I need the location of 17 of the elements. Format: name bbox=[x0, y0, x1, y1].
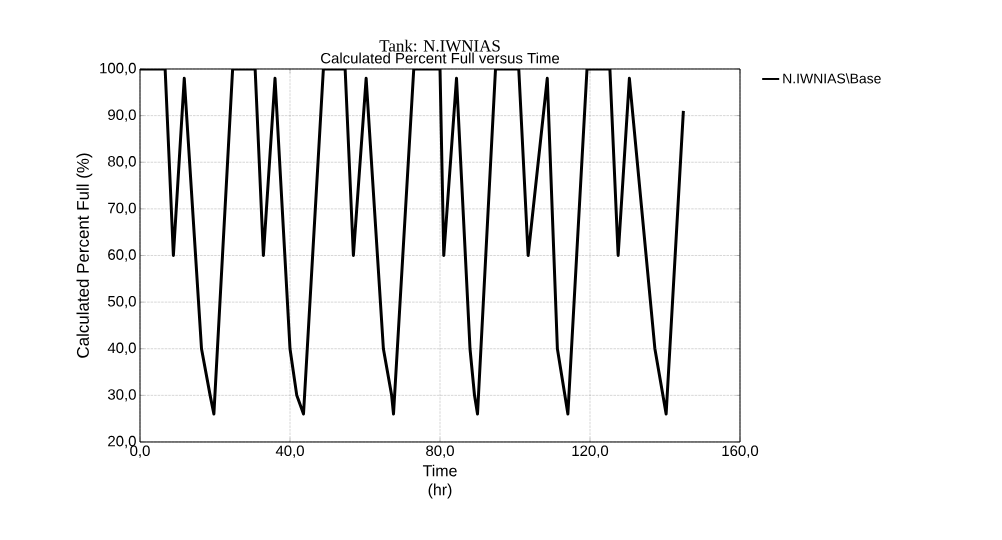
y-tick-label: 70,0 bbox=[108, 202, 136, 216]
chart-subtitle: Calculated Percent Full versus Time bbox=[321, 52, 560, 64]
x-tick-label: 160,0 bbox=[722, 445, 759, 458]
y-tick-label: 90,0 bbox=[108, 109, 136, 122]
y-tick-label: 80,0 bbox=[108, 156, 136, 169]
y-axis-title: Calculated Percent Full (%) bbox=[76, 153, 93, 358]
x-tick-label: 40,0 bbox=[275, 445, 304, 458]
y-tick-label: 100,0 bbox=[100, 62, 136, 76]
chart-title: Tank: N.IWNIAS bbox=[379, 39, 500, 52]
legend-label: N.IWNIAS\Base bbox=[783, 73, 881, 84]
y-tick-label: 30,0 bbox=[107, 389, 136, 402]
x-axis-title: Time (hr) bbox=[422, 464, 457, 499]
x-tick-label: 120,0 bbox=[572, 445, 609, 458]
y-tick-label: 50,0 bbox=[108, 295, 136, 309]
x-tick-label: 80,0 bbox=[426, 445, 454, 458]
y-tick-label: 60,0 bbox=[108, 249, 136, 262]
y-tick-label: 40,0 bbox=[107, 342, 136, 355]
